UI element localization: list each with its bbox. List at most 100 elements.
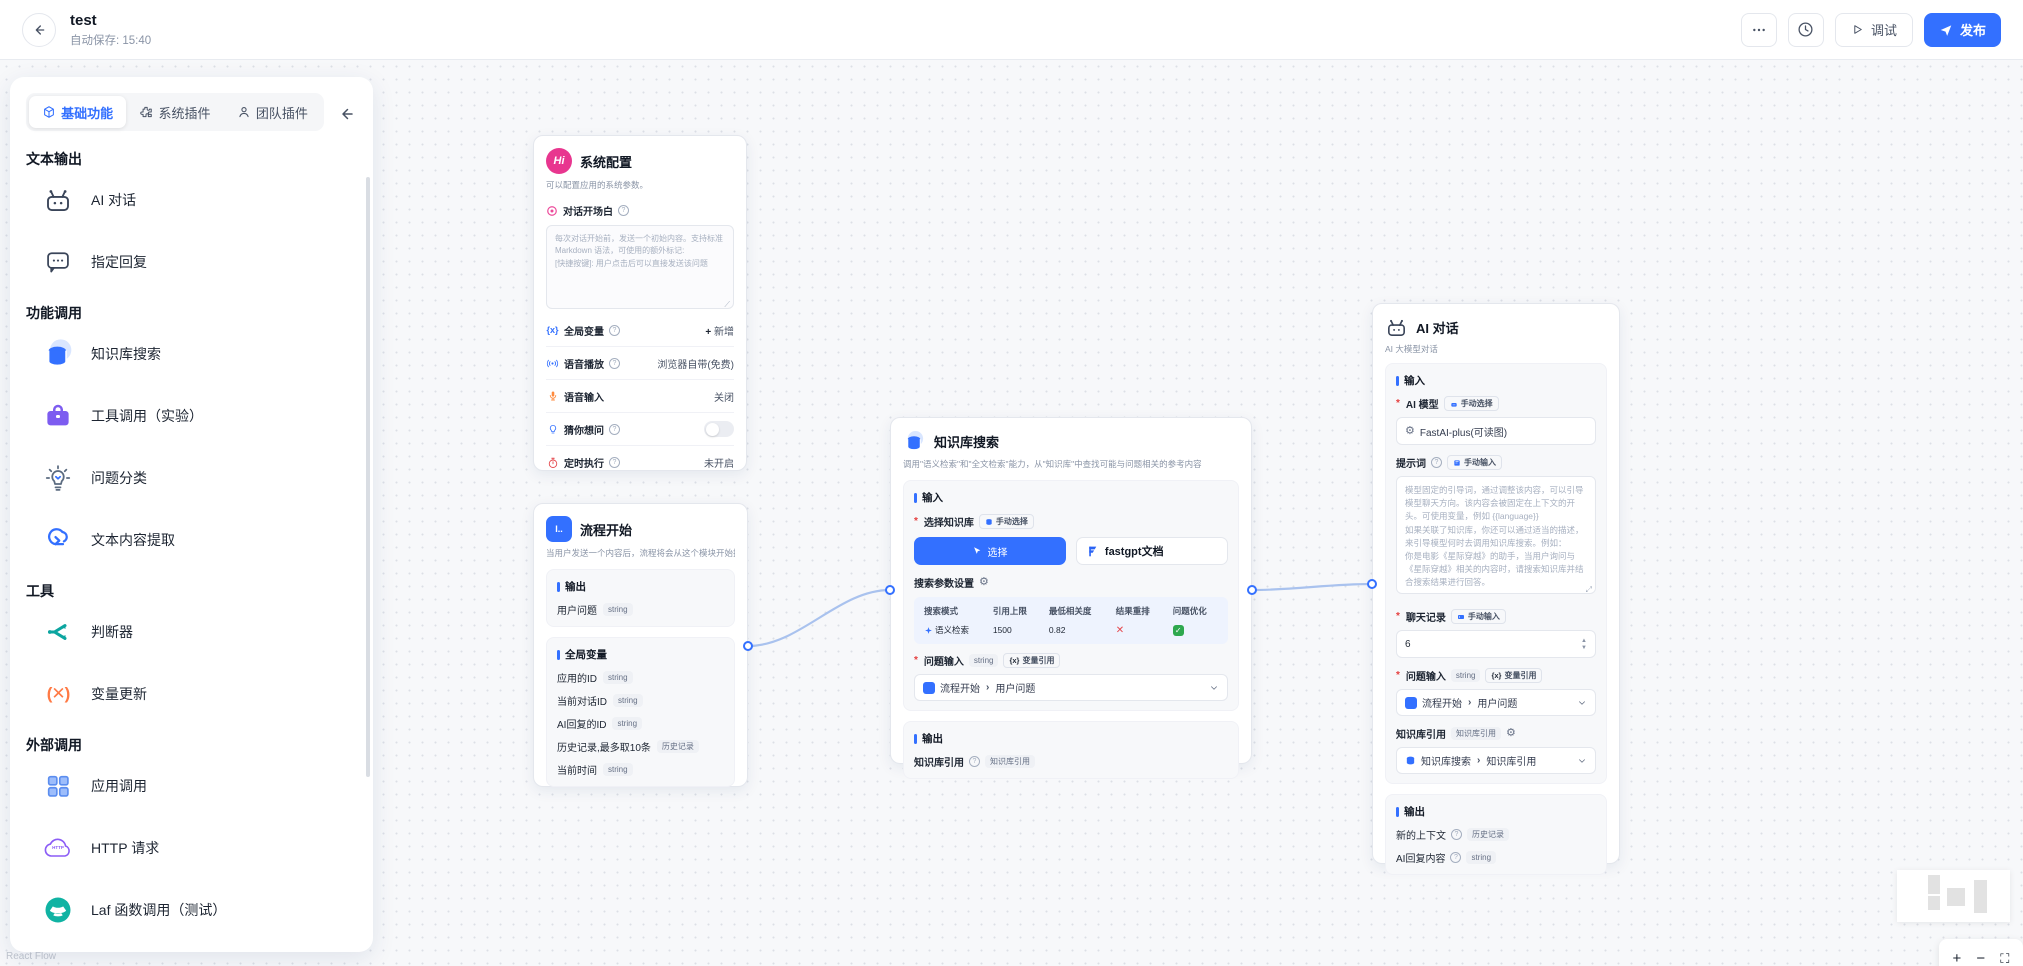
history-count-input[interactable]	[1405, 638, 1582, 650]
laf-icon	[41, 893, 75, 927]
node-ai-chat[interactable]: AI 对话 AI 大模型对话 输入 * AI 模型 手动选择 ⚙ FastAI-…	[1372, 303, 1620, 875]
question-source-select[interactable]: 流程开始 › 用户问题	[1396, 689, 1596, 716]
help-icon[interactable]: ?	[609, 357, 620, 369]
config-row-tts[interactable]: 语音播放 ? 浏览器自带(免费)	[546, 347, 734, 380]
tab-team-plugins[interactable]: 团队插件	[224, 96, 321, 128]
help-icon[interactable]: ?	[969, 756, 980, 767]
output-label: 知识库引用	[914, 758, 964, 769]
sidebar-scrollbar[interactable]	[366, 177, 370, 777]
help-icon[interactable]: ?	[1431, 457, 1442, 468]
collapse-sidebar-button[interactable]	[331, 99, 361, 129]
bulb-icon	[546, 423, 559, 435]
module-item-judge[interactable]: 判断器	[26, 601, 357, 663]
prompt-textarea[interactable]	[1396, 476, 1596, 594]
config-row-question-guide[interactable]: 猜你想问 ?	[546, 413, 734, 446]
fit-view-button[interactable]: ⛶	[2000, 950, 2010, 966]
publish-button[interactable]: 发布	[1923, 12, 2001, 47]
help-icon[interactable]: ?	[609, 423, 620, 435]
module-item-assigned-reply[interactable]: 指定回复	[26, 231, 357, 293]
chat-bubble-icon	[41, 245, 75, 279]
quote-source-select[interactable]: 知识库搜索 › 知识库引用	[1396, 747, 1596, 774]
module-item-laf-function[interactable]: Laf 函数调用（测试）	[26, 879, 357, 941]
dataset-mini-icon	[985, 518, 993, 526]
add-variable-action[interactable]: + 新增	[705, 326, 734, 338]
question-guide-toggle[interactable]	[704, 421, 734, 437]
model-select[interactable]: ⚙ FastAI-plus(可读图)	[1396, 417, 1596, 445]
zoom-in-button[interactable]: +	[1952, 949, 1962, 966]
gear-icon[interactable]: ⚙	[1506, 727, 1516, 739]
module-item-question-classify[interactable]: 问题分类	[26, 447, 357, 509]
required-asterisk: *	[1396, 611, 1400, 622]
module-item-http-request[interactable]: HTTP HTTP 请求	[26, 817, 357, 879]
debug-button[interactable]: 调试	[1834, 12, 1913, 47]
node-title: 知识库搜索	[934, 435, 1000, 450]
module-item-dataset-search[interactable]: 知识库搜索	[26, 323, 357, 385]
selected-dataset-card[interactable]: fastgpt文档	[1075, 537, 1228, 565]
source-handle-dataset-search[interactable]	[1247, 585, 1257, 595]
autosave-status: 自动保存: 15:40	[70, 34, 152, 47]
row-label: 语音播放	[564, 359, 604, 371]
config-row-stt[interactable]: 语音输入 关闭	[546, 380, 734, 413]
section-function-call: 功能调用	[26, 305, 82, 321]
help-icon[interactable]: ?	[609, 457, 620, 468]
node-header: I.. 流程开始	[546, 516, 735, 542]
resize-handle-icon[interactable]: ⟋	[724, 300, 730, 309]
module-item-ai-chat[interactable]: AI 对话	[26, 169, 357, 231]
select-field: 用户问题	[995, 684, 1036, 695]
type-tag: 历史记录	[656, 740, 699, 753]
question-source-select[interactable]: 流程开始 › 用户问题	[914, 674, 1228, 701]
source-handle-flow-start[interactable]	[743, 641, 753, 651]
gear-icon[interactable]: ⚙	[979, 576, 989, 588]
module-item-app-call[interactable]: 应用调用	[26, 755, 357, 817]
output-row: 用户问题 string	[557, 602, 724, 617]
target-handle-dataset-search[interactable]	[885, 585, 895, 595]
clock-icon	[1797, 21, 1814, 38]
step-up-icon[interactable]: ▲	[1581, 637, 1587, 644]
history-button[interactable]	[1787, 12, 1824, 47]
type-tag: string	[968, 654, 999, 667]
target-handle-ai-chat[interactable]	[1367, 579, 1377, 589]
back-button[interactable]	[22, 12, 56, 47]
help-icon[interactable]: ?	[609, 324, 620, 336]
module-item-variable-update[interactable]: (✕) 变量更新	[26, 663, 357, 725]
type-tag: string	[1450, 669, 1481, 682]
header-actions: 调试 发布	[1740, 12, 2001, 47]
config-row-variables[interactable]: {x} 全局变量 ? + 新增	[546, 314, 734, 347]
type-tag: string	[603, 763, 633, 776]
output-label: 用户问题	[557, 606, 597, 617]
global-label: 当前对话ID	[557, 697, 607, 708]
help-icon[interactable]: ?	[1450, 852, 1462, 863]
global-label: 当前时间	[557, 766, 597, 777]
tab-basic-modules[interactable]: 基础功能	[29, 96, 127, 128]
more-button[interactable]	[1740, 12, 1777, 47]
global-row: 当前对话ID string	[557, 693, 724, 708]
search-params-table: 搜索模式 引用上限 最低相关度 结果重排 问题优化 语义检索 1500 0.82…	[914, 597, 1228, 644]
step-down-icon[interactable]: ▼	[1581, 644, 1587, 651]
node-flow-start[interactable]: I.. 流程开始 当用户发送一个内容后，流程将会从这个模块开始执行。 输出 用户…	[533, 503, 748, 787]
choose-dataset-button[interactable]: 选择	[914, 537, 1066, 565]
module-item-tool-call[interactable]: 工具调用（实验）	[26, 385, 357, 447]
tab-system-plugins[interactable]: 系统插件	[126, 96, 223, 128]
node-dataset-search[interactable]: 知识库搜索 调用"语义检索"和"全文检索"能力，从"知识库"中查找可能与问题相关…	[890, 417, 1252, 779]
output-card: 输出 知识库引用 ? 知识库引用	[903, 721, 1239, 779]
zoom-out-button[interactable]: −	[1976, 949, 1986, 966]
dataset-icon	[41, 337, 75, 371]
number-stepper[interactable]: ▲ ▼	[1581, 638, 1587, 651]
type-tag: 知识库引用	[1451, 727, 1501, 740]
variable-icon: {x}	[1491, 670, 1502, 680]
search-params-row[interactable]: 搜索参数设置 ⚙	[914, 575, 1228, 591]
help-icon[interactable]: ?	[1451, 829, 1462, 840]
hi-logo-icon: Hi	[546, 148, 572, 174]
reactflow-attribution: React Flow	[6, 951, 57, 962]
variable-icon: {x}	[1009, 655, 1020, 665]
dataset-select-row: * 选择知识库 手动选择	[914, 514, 1228, 529]
http-cloud-icon: HTTP	[41, 831, 75, 865]
welcome-textarea[interactable]	[546, 225, 734, 309]
config-row-schedule[interactable]: 定时执行 ? 未开启	[546, 446, 734, 479]
flow-minimap[interactable]	[1897, 870, 2010, 922]
node-system-config[interactable]: Hi 系统配置 可以配置应用的系统参数。 对话开场白 ? ⟋ {x} 全局变量 …	[533, 135, 747, 471]
output-row: 知识库引用 ? 知识库引用	[914, 754, 1228, 769]
help-icon[interactable]: ?	[618, 205, 629, 216]
module-item-content-extract[interactable]: 文本内容提取	[26, 509, 357, 571]
expand-icon[interactable]: ⤢	[1585, 585, 1592, 594]
